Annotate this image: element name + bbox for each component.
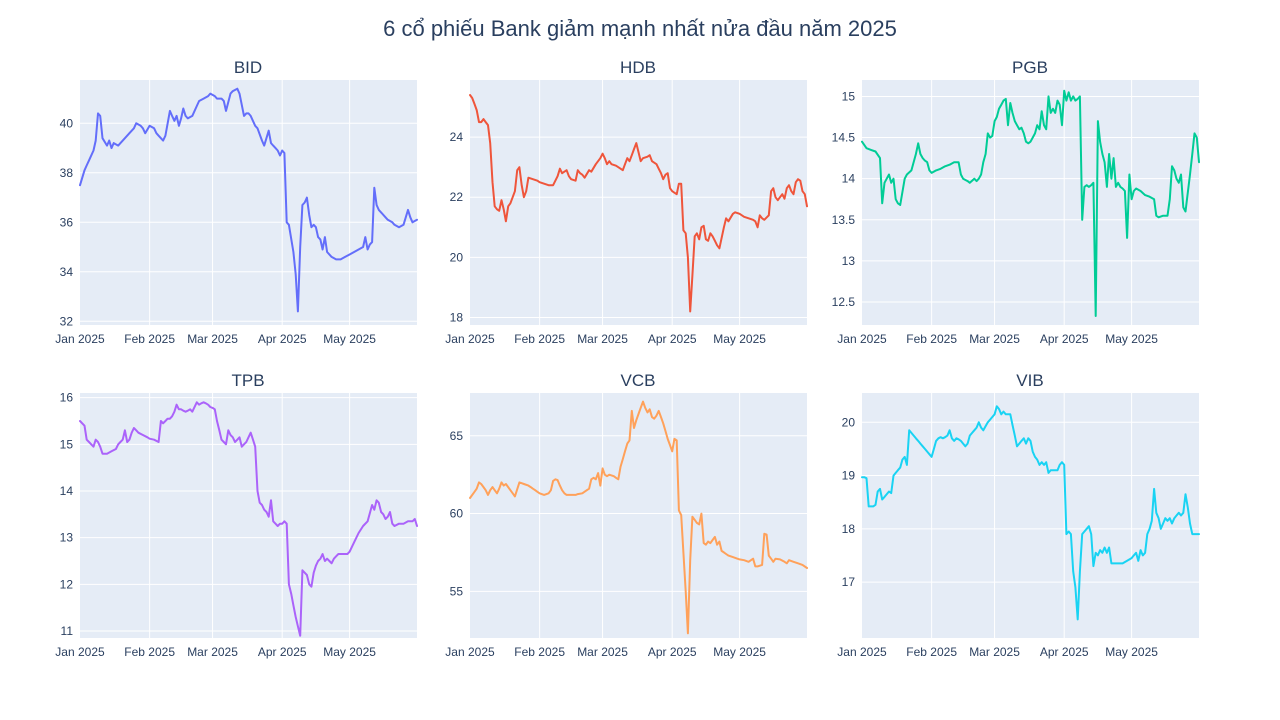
y-tick-label: 18 (842, 522, 856, 536)
price-line-hdb (469, 94, 808, 313)
y-tick-label: 13 (60, 531, 74, 545)
x-tick-label: May 2025 (1105, 645, 1158, 659)
chart-vib: Jan 2025 Feb 2025 Mar 2025 Apr 2025 May 2025… (837, 393, 1200, 659)
x-tick-label: May 2025 (323, 332, 376, 346)
x-tick-label: Jan 2025 (55, 645, 105, 659)
chart-hdb: Jan 2025 Feb 2025 Mar 2025 Apr 2025 May 2025… (445, 80, 808, 346)
y-tick-label: 12 (60, 577, 74, 591)
x-tick-label: Jan 2025 (445, 645, 495, 659)
plot-background (470, 80, 807, 325)
subplot-title-bid: BID (233, 58, 263, 77)
x-tick-label: Feb 2025 (514, 332, 565, 346)
x-tick-label: May 2025 (323, 645, 376, 659)
chart-bid: Jan 2025 Feb 2025 Mar 2025 Apr 2025 May 2025… (55, 80, 418, 346)
plot-background (862, 80, 1199, 325)
y-tick-label: 18 (450, 310, 464, 324)
y-tick-label: 15 (60, 437, 74, 451)
price-line-pgb (861, 89, 1200, 317)
price-line-vcb (469, 400, 808, 635)
x-tick-label: Apr 2025 (258, 645, 307, 659)
x-tick-label: Apr 2025 (648, 645, 697, 659)
x-tick-label: Jan 2025 (837, 645, 887, 659)
plot-background (470, 393, 807, 638)
x-tick-label: Apr 2025 (1040, 332, 1089, 346)
price-line-tpb (79, 401, 418, 637)
y-tick-label: 65 (450, 429, 464, 443)
x-tick-label: Apr 2025 (258, 332, 307, 346)
plot-background (80, 80, 417, 325)
subplot-title-vcb: VCB (620, 371, 656, 390)
subplot-title-pgb: PGB (1012, 58, 1048, 77)
x-tick-label: Jan 2025 (445, 332, 495, 346)
y-tick-label: 36 (60, 215, 74, 229)
x-tick-label: Feb 2025 (124, 332, 175, 346)
y-tick-label: 22 (450, 190, 464, 204)
chart-pgb: Jan 2025 Feb 2025 Mar 2025 Apr 2025 May 2025… (832, 80, 1200, 346)
x-tick-label: May 2025 (1105, 332, 1158, 346)
chart-vcb: Jan 2025 Feb 2025 Mar 2025 Apr 2025 May 2025… (445, 393, 808, 659)
x-tick-label: Mar 2025 (577, 645, 628, 659)
y-tick-label: 32 (60, 314, 74, 328)
page-title: 6 cổ phiếu Bank giảm mạnh nhất nửa đầu n… (383, 16, 897, 41)
x-tick-label: Apr 2025 (648, 332, 697, 346)
x-tick-label: Feb 2025 (124, 645, 175, 659)
x-tick-label: Feb 2025 (906, 332, 957, 346)
x-tick-label: Feb 2025 (906, 645, 957, 659)
y-tick-label: 19 (842, 469, 856, 483)
x-tick-label: Mar 2025 (577, 332, 628, 346)
y-tick-label: 12.5 (832, 295, 856, 309)
y-tick-label: 14 (842, 172, 856, 186)
y-tick-label: 14.5 (832, 131, 856, 145)
y-tick-label: 20 (450, 250, 464, 264)
y-tick-label: 15 (842, 89, 856, 103)
y-tick-label: 16 (60, 391, 74, 405)
y-tick-label: 60 (450, 507, 464, 521)
y-tick-label: 13 (842, 254, 856, 268)
y-tick-label: 34 (60, 265, 74, 279)
price-line-bid (79, 87, 418, 313)
y-tick-label: 38 (60, 166, 74, 180)
x-tick-label: Feb 2025 (514, 645, 565, 659)
subplot-title-vib: VIB (1016, 371, 1044, 390)
y-tick-label: 14 (60, 484, 74, 498)
x-tick-label: May 2025 (713, 645, 766, 659)
chart-tpb: Jan 2025 Feb 2025 Mar 2025 Apr 2025 May 2025… (55, 391, 418, 659)
price-line-vib (861, 405, 1200, 621)
subplot-title-hdb: HDB (620, 58, 656, 77)
x-tick-label: Mar 2025 (187, 332, 238, 346)
x-tick-label: Jan 2025 (837, 332, 887, 346)
x-tick-label: Jan 2025 (55, 332, 105, 346)
y-tick-label: 24 (450, 130, 464, 144)
x-tick-label: Apr 2025 (1040, 645, 1089, 659)
y-tick-label: 13.5 (832, 213, 856, 227)
x-tick-label: Mar 2025 (187, 645, 238, 659)
y-tick-label: 40 (60, 116, 74, 130)
y-tick-label: 20 (842, 415, 856, 429)
y-tick-label: 55 (450, 584, 464, 598)
y-tick-label: 17 (842, 575, 856, 589)
subplot-title-tpb: TPB (231, 371, 265, 390)
x-tick-label: May 2025 (713, 332, 766, 346)
x-tick-label: Mar 2025 (969, 332, 1020, 346)
plot-background (862, 393, 1199, 638)
plot-background (80, 393, 417, 638)
x-tick-label: Mar 2025 (969, 645, 1020, 659)
y-tick-label: 11 (61, 624, 74, 638)
